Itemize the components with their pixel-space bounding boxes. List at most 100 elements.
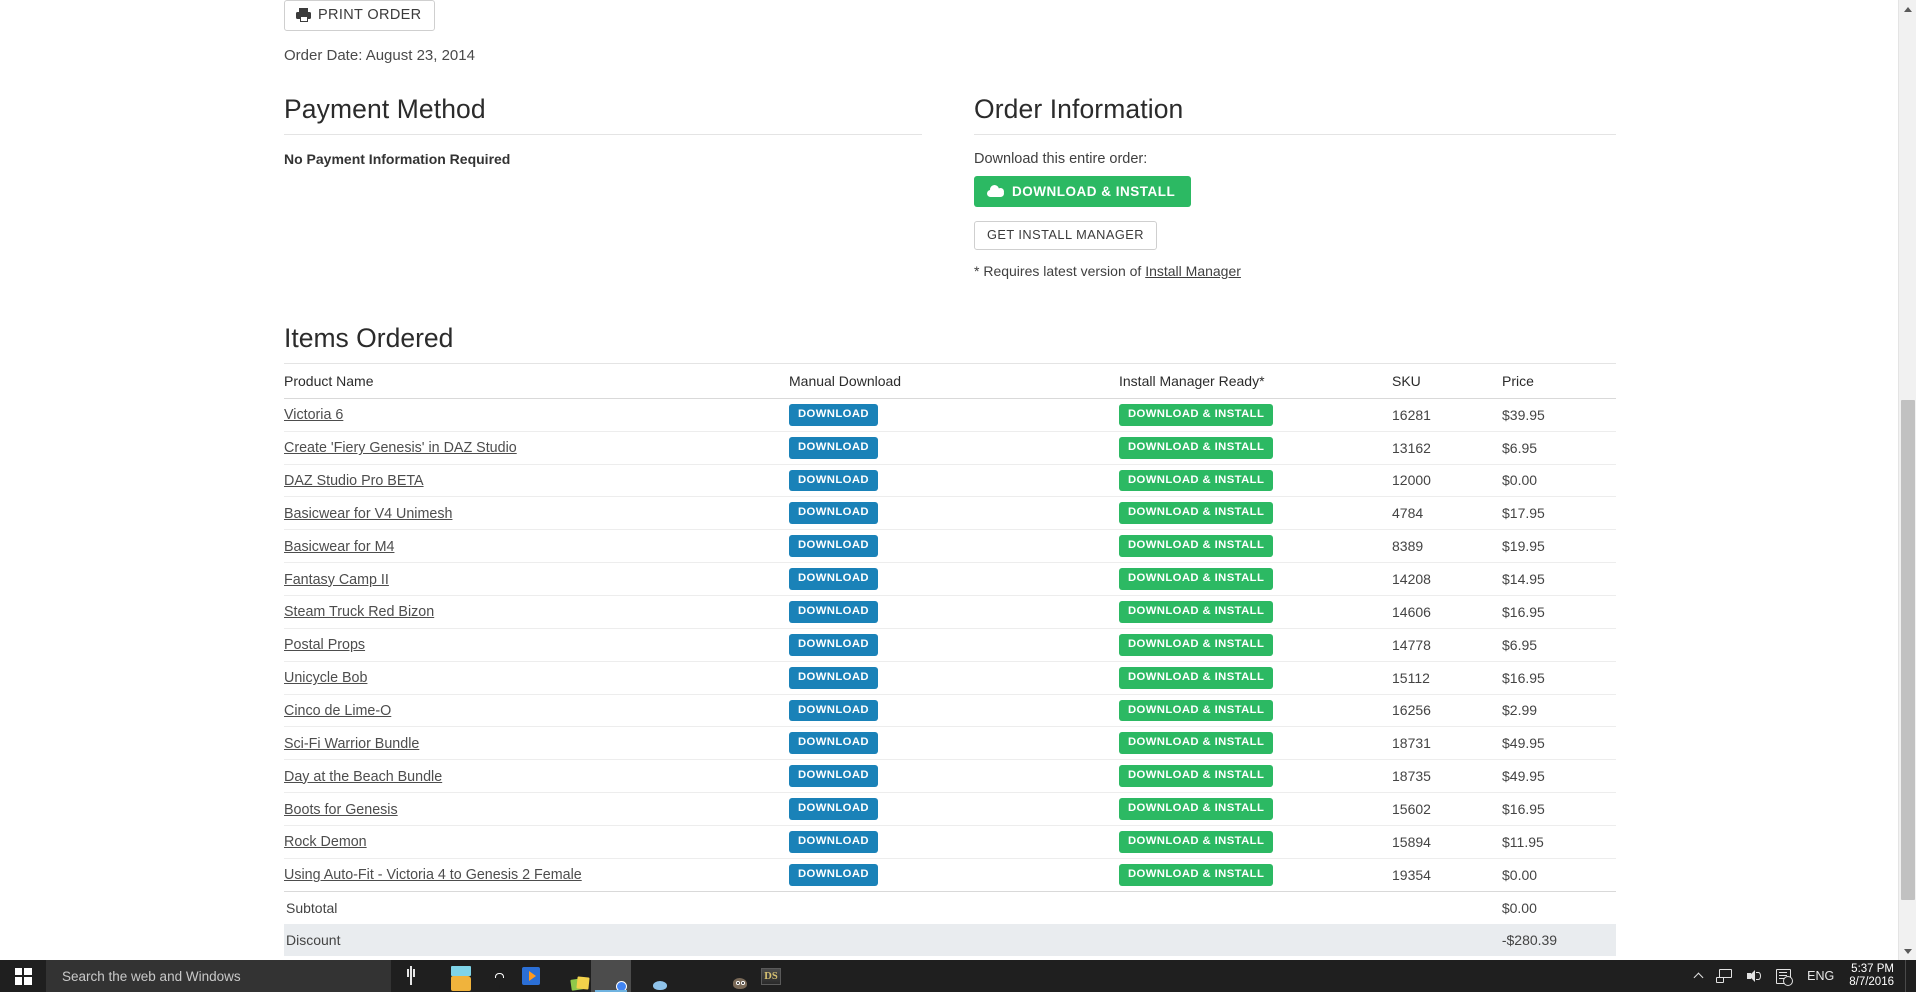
windows-store-button[interactable] bbox=[471, 960, 511, 992]
thunderbird-button[interactable] bbox=[631, 960, 671, 992]
action-center-icon bbox=[1776, 968, 1794, 986]
order-information-section: Order Information Download this entire o… bbox=[950, 94, 1616, 279]
google-chrome-button[interactable] bbox=[591, 960, 631, 992]
download-install-button[interactable]: DOWNLOAD & INSTALL bbox=[1119, 699, 1274, 722]
download-install-order-button[interactable]: DOWNLOAD & INSTALL bbox=[974, 175, 1192, 207]
product-link[interactable]: Steam Truck Red Bizon bbox=[284, 604, 435, 621]
file-explorer-button[interactable] bbox=[431, 960, 471, 992]
download-button[interactable]: DOWNLOAD bbox=[789, 502, 878, 525]
download-button[interactable]: DOWNLOAD bbox=[789, 633, 878, 656]
product-link[interactable]: Basicwear for M4 bbox=[284, 538, 395, 555]
media-player-button[interactable] bbox=[511, 960, 551, 992]
chevron-up-icon bbox=[1693, 972, 1704, 983]
language-indicator[interactable]: ENG bbox=[1807, 969, 1835, 983]
scrollbar-thumb[interactable] bbox=[1901, 400, 1915, 900]
download-install-button[interactable]: DOWNLOAD & INSTALL bbox=[1119, 732, 1274, 755]
product-link[interactable]: Postal Props bbox=[284, 637, 366, 654]
page-scrollbar[interactable] bbox=[1898, 0, 1916, 960]
payment-method-heading: Payment Method bbox=[284, 94, 922, 135]
product-link[interactable]: Rock Demon bbox=[284, 834, 367, 851]
table-row: Basicwear for M4 DOWNLOAD DOWNLOAD & INSTA… bbox=[284, 529, 1616, 564]
product-link[interactable]: Using Auto-Fit - Victoria 4 to Genesis 2… bbox=[284, 867, 582, 884]
network-button[interactable] bbox=[1709, 960, 1740, 992]
product-link[interactable]: Boots for Genesis bbox=[284, 801, 398, 818]
gimp-button[interactable] bbox=[711, 960, 751, 992]
download-install-button[interactable]: DOWNLOAD & INSTALL bbox=[1119, 568, 1274, 590]
print-order-button[interactable]: PRINT ORDER bbox=[284, 0, 436, 31]
show-desktop-button[interactable] bbox=[1905, 960, 1912, 992]
product-link[interactable]: Victoria 6 bbox=[284, 407, 344, 424]
product-link[interactable]: Fantasy Camp II bbox=[284, 571, 389, 588]
cell-sku: 14778 bbox=[1392, 628, 1502, 662]
download-install-button[interactable]: DOWNLOAD & INSTALL bbox=[1119, 633, 1274, 656]
calculator-button[interactable] bbox=[671, 960, 711, 992]
cell-sku: 13162 bbox=[1392, 431, 1502, 465]
product-link[interactable]: Day at the Beach Bundle bbox=[284, 768, 443, 785]
download-install-button[interactable]: DOWNLOAD & INSTALL bbox=[1119, 403, 1274, 426]
download-install-button[interactable]: DOWNLOAD & INSTALL bbox=[1119, 600, 1274, 623]
product-link[interactable]: Sci-Fi Warrior Bundle bbox=[284, 735, 420, 752]
download-install-button[interactable]: DOWNLOAD & INSTALL bbox=[1119, 535, 1274, 558]
daz-studio-button[interactable]: DS bbox=[751, 960, 791, 992]
download-install-button[interactable]: DOWNLOAD & INSTALL bbox=[1119, 863, 1274, 886]
download-button[interactable]: DOWNLOAD bbox=[789, 830, 878, 853]
cell-install-manager: DOWNLOAD & INSTALL bbox=[1119, 792, 1392, 826]
scroll-up-button[interactable] bbox=[1899, 0, 1916, 18]
cell-sku: 12000 bbox=[1392, 464, 1502, 498]
download-install-button[interactable]: DOWNLOAD & INSTALL bbox=[1119, 436, 1274, 459]
task-view-button[interactable] bbox=[391, 960, 431, 992]
system-tray: ENG 5:37 PM 8/7/2016 bbox=[1688, 960, 1916, 992]
product-link[interactable]: Create 'Fiery Genesis' in DAZ Studio bbox=[284, 440, 517, 457]
scroll-down-button[interactable] bbox=[1899, 942, 1916, 960]
download-button[interactable]: DOWNLOAD bbox=[789, 403, 878, 426]
cell-manual-download: DOWNLOAD bbox=[789, 431, 1119, 465]
product-link[interactable]: DAZ Studio Pro BETA bbox=[284, 472, 424, 489]
download-button[interactable]: DOWNLOAD bbox=[789, 568, 878, 590]
windows-logo-icon bbox=[14, 967, 32, 985]
download-button[interactable]: DOWNLOAD bbox=[789, 600, 878, 623]
download-button[interactable]: DOWNLOAD bbox=[789, 798, 878, 820]
product-link[interactable]: Unicycle Bob bbox=[284, 670, 368, 687]
download-install-button[interactable]: DOWNLOAD & INSTALL bbox=[1119, 666, 1274, 689]
get-install-manager-button[interactable]: GET INSTALL MANAGER bbox=[974, 221, 1157, 250]
cell-product-name: Rock Demon bbox=[284, 825, 789, 859]
download-install-button[interactable]: DOWNLOAD & INSTALL bbox=[1119, 469, 1274, 492]
totals-row: Discount -$280.39 bbox=[284, 923, 1616, 956]
download-button[interactable]: DOWNLOAD bbox=[789, 863, 878, 886]
download-install-button[interactable]: DOWNLOAD & INSTALL bbox=[1119, 765, 1274, 788]
download-button[interactable]: DOWNLOAD bbox=[789, 535, 878, 558]
cell-sku: 14208 bbox=[1392, 562, 1502, 596]
download-button[interactable]: DOWNLOAD bbox=[789, 732, 878, 755]
start-button[interactable] bbox=[0, 960, 46, 992]
sticky-notes-button[interactable] bbox=[551, 960, 591, 992]
clock[interactable]: 5:37 PM 8/7/2016 bbox=[1843, 960, 1905, 992]
cell-manual-download: DOWNLOAD bbox=[789, 628, 1119, 662]
cell-install-manager: DOWNLOAD & INSTALL bbox=[1119, 431, 1392, 465]
volume-button[interactable] bbox=[1740, 960, 1769, 992]
cell-product-name: Day at the Beach Bundle bbox=[284, 759, 789, 794]
cell-sku: 4784 bbox=[1392, 496, 1502, 531]
download-button[interactable]: DOWNLOAD bbox=[789, 765, 878, 788]
download-install-button[interactable]: DOWNLOAD & INSTALL bbox=[1119, 830, 1274, 853]
download-button[interactable]: DOWNLOAD bbox=[789, 666, 878, 689]
taskbar-search-input[interactable]: Search the web and Windows bbox=[46, 960, 391, 992]
cell-install-manager: DOWNLOAD & INSTALL bbox=[1119, 529, 1392, 564]
product-link[interactable]: Basicwear for V4 Unimesh bbox=[284, 505, 453, 522]
tray-overflow-button[interactable] bbox=[1688, 960, 1709, 992]
cell-manual-download: DOWNLOAD bbox=[789, 496, 1119, 531]
cell-sku: 8389 bbox=[1392, 529, 1502, 564]
install-manager-link[interactable]: Install Manager bbox=[1145, 262, 1241, 279]
download-install-button[interactable]: DOWNLOAD & INSTALL bbox=[1119, 798, 1274, 820]
cell-product-name: Unicycle Bob bbox=[284, 661, 789, 695]
download-button[interactable]: DOWNLOAD bbox=[789, 469, 878, 492]
download-order-label: Download this entire order: bbox=[974, 150, 1148, 167]
download-button[interactable]: DOWNLOAD bbox=[789, 436, 878, 459]
cell-manual-download: DOWNLOAD bbox=[789, 792, 1119, 826]
cell-price: $19.95 bbox=[1502, 529, 1616, 564]
download-install-button[interactable]: DOWNLOAD & INSTALL bbox=[1119, 502, 1274, 525]
download-button[interactable]: DOWNLOAD bbox=[789, 699, 878, 722]
action-center-button[interactable] bbox=[1769, 960, 1798, 992]
cell-sku: 15602 bbox=[1392, 792, 1502, 826]
product-link[interactable]: Cinco de Lime-O bbox=[284, 702, 392, 719]
